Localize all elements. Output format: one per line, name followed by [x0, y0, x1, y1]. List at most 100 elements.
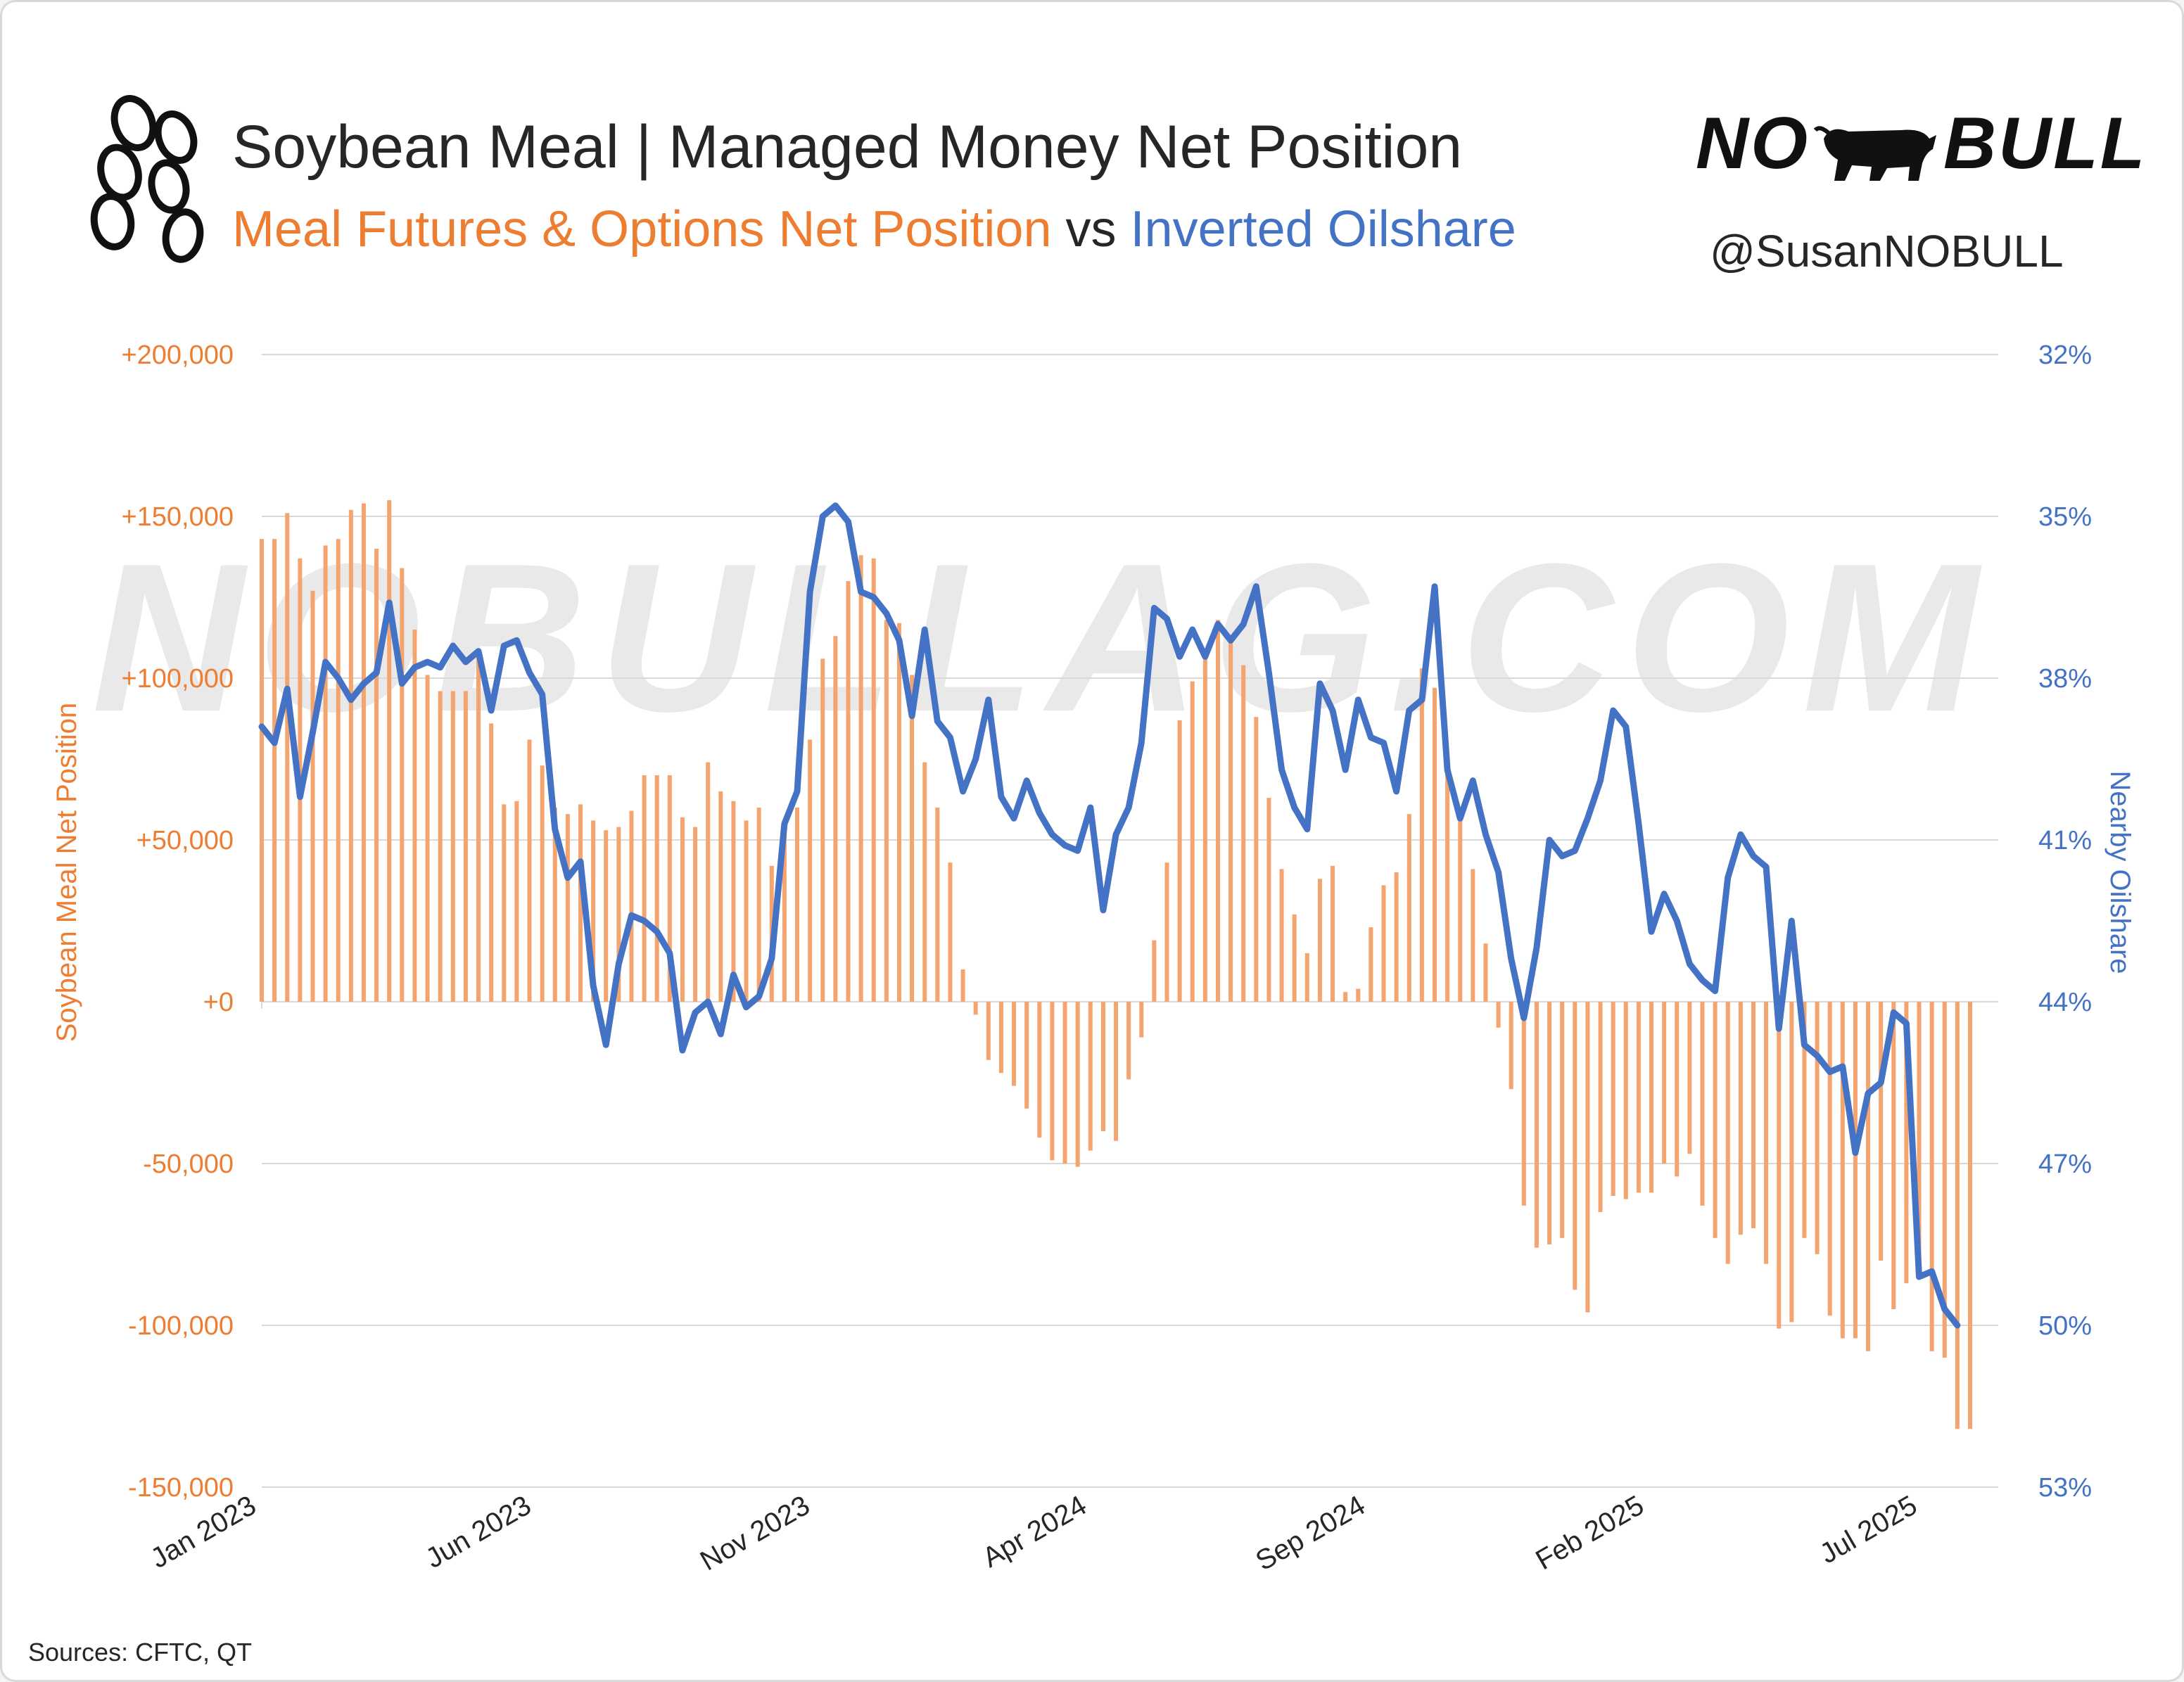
net-position-bar: [1879, 1002, 1884, 1261]
brand-logo: NO BULL: [1696, 102, 2147, 188]
right-tick-label: 47%: [2038, 1149, 2092, 1179]
net-position-bar: [629, 810, 634, 1002]
net-position-bar: [438, 691, 443, 1002]
net-position-bar: [1202, 655, 1207, 1002]
net-position-bar: [642, 775, 647, 1002]
left-tick-label: +150,000: [121, 502, 234, 532]
net-position-bar: [1623, 1002, 1628, 1199]
net-position-bar: [310, 590, 315, 1002]
subtitle-bars-series: Meal Futures & Options Net Position: [232, 201, 1052, 257]
net-position-bar: [1534, 1002, 1539, 1248]
net-position-bar: [1585, 1002, 1590, 1313]
net-position-bar: [412, 630, 417, 1002]
net-position-bar: [680, 817, 685, 1002]
net-position-bar: [1012, 1002, 1017, 1086]
net-position-bar: [1331, 865, 1335, 1002]
net-position-bar: [1241, 665, 1246, 1002]
net-position-bar: [1471, 869, 1475, 1002]
net-position-bar: [871, 558, 876, 1002]
net-position-bar: [756, 808, 761, 1002]
net-position-bar: [285, 513, 290, 1002]
net-position-bar: [1968, 1002, 1972, 1429]
net-position-bar: [667, 775, 672, 1002]
net-position-bar: [1738, 1002, 1743, 1235]
net-position-bar: [578, 804, 583, 1002]
net-position-bar: [1317, 879, 1322, 1002]
right-tick-label: 41%: [2038, 826, 2092, 855]
subtitle-vs: vs: [1051, 201, 1131, 257]
x-tick-label: Nov 2023: [695, 1490, 815, 1577]
net-position-bar: [1866, 1002, 1871, 1351]
right-tick-label: 50%: [2038, 1311, 2092, 1341]
net-position-bar: [527, 739, 532, 1002]
net-position-bar: [1228, 639, 1233, 1002]
net-position-bar: [502, 804, 507, 1002]
net-position-bar: [1254, 717, 1259, 1002]
net-position-bar: [986, 1002, 991, 1060]
sources-note: Sources: CFTC, QT: [28, 1638, 253, 1667]
net-position-bar: [1840, 1002, 1845, 1339]
net-position-bar: [1356, 988, 1361, 1002]
net-position-bar: [1560, 1002, 1565, 1238]
net-position-bar: [1917, 1002, 1922, 1270]
net-position-bar: [1713, 1002, 1718, 1238]
net-position-bar: [744, 820, 749, 1002]
net-position-bar: [1521, 1002, 1526, 1206]
net-position-bar: [1598, 1002, 1603, 1212]
net-position-bar: [489, 723, 494, 1002]
net-position-bar: [1139, 1002, 1144, 1038]
net-position-bar: [1215, 620, 1220, 1002]
net-position-bar: [514, 801, 519, 1002]
net-position-bar: [540, 765, 545, 1002]
net-position-bar: [718, 791, 723, 1002]
net-position-bar: [808, 739, 813, 1002]
left-tick-label: +50,000: [136, 826, 234, 855]
net-position-bar: [1687, 1002, 1692, 1154]
brand-left: NO: [1696, 103, 1810, 184]
left-tick-label: -100,000: [128, 1311, 234, 1341]
x-tick-label: Sep 2024: [1250, 1490, 1370, 1577]
net-position-bar: [1152, 940, 1157, 1002]
net-position-bar: [1114, 1002, 1118, 1141]
net-position-bar: [1547, 1002, 1552, 1244]
subtitle-line-series: Inverted Oilshare: [1130, 201, 1516, 257]
net-position-bar: [1675, 1002, 1680, 1177]
net-position-bar: [260, 539, 264, 1002]
net-position-bar: [1662, 1002, 1667, 1164]
net-position-bar: [820, 658, 825, 1002]
net-position-bar: [731, 801, 736, 1002]
net-position-bar: [323, 545, 328, 1002]
x-tick-label: Apr 2024: [977, 1490, 1092, 1574]
net-position-bar: [1942, 1002, 1947, 1358]
net-position-bar: [1573, 1002, 1577, 1290]
watermark: NOBULLAG.COM: [91, 519, 1991, 756]
net-position-bar: [935, 808, 940, 1002]
net-position-bar: [795, 808, 800, 1002]
net-position-bar: [1815, 1002, 1820, 1254]
net-position-bar: [604, 830, 609, 1002]
net-position-bar: [1100, 1002, 1105, 1131]
net-position-bar: [425, 675, 430, 1002]
net-position-bar: [1649, 1002, 1654, 1193]
net-position-bar: [1432, 687, 1437, 1002]
net-position-bar: [1369, 927, 1373, 1002]
x-tick-label: Jul 2025: [1815, 1490, 1922, 1570]
inverted-oilshare-line: [258, 502, 1961, 1329]
net-position-bar: [1802, 1002, 1807, 1238]
net-position-bar: [1929, 1002, 1934, 1351]
net-position-bar: [1458, 814, 1463, 1002]
brand-right: BULL: [1943, 103, 2147, 184]
net-position-bar: [693, 827, 698, 1002]
net-position-bar: [1343, 992, 1348, 1002]
right-axis-title: Nearby Oilshare: [2104, 770, 2135, 974]
x-tick-label: Jun 2023: [421, 1490, 537, 1574]
net-position-bar: [1700, 1002, 1705, 1206]
net-position-bar: [1037, 1002, 1042, 1138]
net-position-bar: [1062, 1002, 1067, 1164]
net-position-bar: [1789, 1002, 1794, 1323]
net-position-bar: [654, 775, 659, 1002]
left-tick-label: +200,000: [121, 340, 234, 370]
net-position-bar: [387, 500, 392, 1002]
x-tick-label: Feb 2025: [1530, 1490, 1649, 1576]
net-position-bar: [1853, 1002, 1858, 1339]
